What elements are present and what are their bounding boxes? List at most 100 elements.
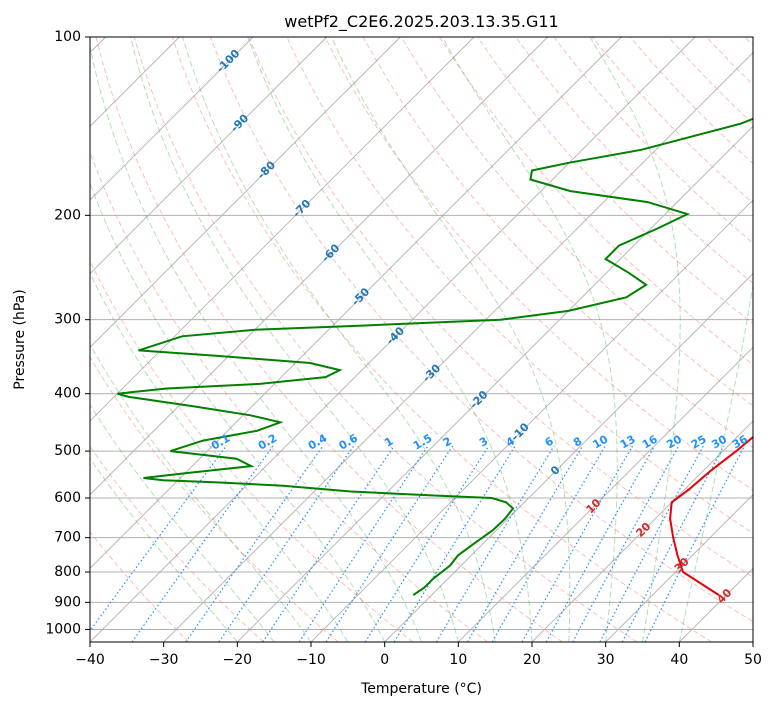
mixing-ratio-line — [621, 445, 725, 642]
mixing-ratio-line — [325, 445, 454, 642]
mixing-ratio-label: 25 — [689, 433, 709, 452]
y-tick-label: 400 — [54, 386, 81, 402]
mixing-ratio-line — [435, 445, 555, 642]
y-axis: 100 200 300 400 500 600 700 800 900 1000 — [45, 29, 90, 637]
moist-adiabat-line — [90, 457, 238, 642]
y-tick-label: 200 — [54, 207, 81, 223]
mixing-ratio-line — [644, 445, 746, 642]
mixing-ratio-label: 8 — [571, 435, 584, 450]
isotherm-label: -50 — [349, 285, 372, 308]
moist-adiabat-line — [90, 181, 386, 642]
x-tick-label: −10 — [296, 652, 326, 668]
mixing-ratio-label: 16 — [640, 432, 660, 451]
moist-adiabat-line — [90, 44, 422, 642]
isotherm-label: -100 — [214, 47, 243, 76]
moist-adiabat-line — [182, 37, 496, 642]
y-tick-label: 800 — [54, 564, 81, 580]
isotherm-label: -80 — [255, 158, 278, 181]
moist-adiabat-line — [330, 37, 571, 642]
isotherm-line — [531, 420, 753, 642]
isotherm-line — [90, 37, 548, 496]
y-tick-label: 600 — [54, 490, 81, 506]
mixing-ratio-line — [466, 445, 584, 642]
mixing-ratio-line — [364, 445, 490, 642]
isotherm-line — [90, 37, 327, 275]
mixing-ratio-line — [393, 445, 516, 642]
isotherm-label: -20 — [467, 388, 490, 411]
isotherm-line — [90, 37, 696, 642]
moist-adiabat-line — [441, 37, 618, 642]
y-tick-label: 1000 — [45, 621, 81, 637]
profile-lines — [117, 117, 753, 596]
isotherm-line — [458, 346, 753, 642]
mixing-ratio-line — [262, 445, 395, 642]
x-tick-label: −30 — [149, 652, 179, 668]
dry-adiabat-line — [90, 356, 339, 642]
plot-frame — [89, 36, 754, 643]
mixing-ratio-line — [599, 445, 704, 642]
mixing-ratio-line — [545, 445, 656, 642]
x-tick-label: 50 — [744, 652, 762, 668]
dry-adiabat-line — [90, 259, 414, 642]
dry-adiabat-line — [133, 37, 638, 642]
dry-adiabat-label: 20 — [633, 520, 653, 540]
dry-adiabat-line — [95, 37, 563, 642]
y-tick-label: 300 — [54, 312, 81, 328]
x-tick-label: −40 — [75, 652, 105, 668]
x-tick-label: 10 — [449, 652, 467, 668]
mixing-ratio-label: 6 — [543, 434, 556, 449]
mixing-ratio-label: 13 — [618, 433, 638, 452]
mixing-ratio-line — [131, 445, 274, 642]
mixing-ratio-label: 1.5 — [411, 432, 434, 453]
dry-adiabat-line — [324, 37, 753, 491]
dry-adiabat-label: 10 — [584, 496, 604, 516]
y-axis-title: Pressure (hPa) — [12, 289, 28, 389]
mixing-ratio-label: 10 — [591, 432, 611, 451]
mixing-ratio-line — [90, 445, 227, 632]
dry-adiabat-line — [438, 37, 753, 366]
moist-adiabat-line — [678, 281, 753, 642]
y-tick-label: 500 — [54, 443, 81, 459]
isotherm-label: -40 — [384, 324, 407, 347]
dry-adiabat-line — [90, 445, 264, 642]
mixing-ratio-line — [298, 445, 429, 642]
isotherm-line — [237, 125, 753, 642]
background-lines — [90, 37, 753, 642]
moist-adiabat-line — [247, 37, 533, 642]
isotherm-line — [310, 199, 753, 642]
mixing-ratio-line — [572, 445, 680, 642]
moist-adiabat-line — [130, 37, 459, 642]
x-tick-label: −20 — [223, 652, 253, 668]
isotherm-line — [90, 37, 401, 348]
x-tick-label: 0 — [380, 652, 389, 668]
mixing-ratio-label: 3 — [477, 435, 490, 450]
temperature-profile — [669, 435, 753, 596]
isotherm-line — [384, 273, 753, 642]
isotherm-line — [90, 37, 622, 569]
isotherm-line — [752, 641, 753, 642]
dewpoint-profile — [117, 117, 753, 596]
x-axis: −40 −30 −20 −10 0 10 20 30 40 50 — [75, 642, 762, 668]
dry-adiabat-line — [553, 37, 753, 244]
y-tick-label: 100 — [54, 29, 81, 45]
mixing-ratio-label: 36 — [730, 432, 750, 451]
isotherm-label: -90 — [228, 111, 251, 134]
dry-adiabat-line — [171, 37, 712, 642]
mixing-ratio-line — [521, 445, 634, 642]
mixing-ratio-label: 0.1 — [209, 432, 232, 453]
mixing-ratio-line — [185, 445, 324, 642]
mixing-ratio-label: 20 — [664, 432, 684, 451]
moist-adiabat-line — [589, 37, 681, 642]
isotherm-line — [90, 37, 254, 201]
dry-adiabat-label: 40 — [714, 586, 734, 606]
mixing-ratio-label: 0.4 — [306, 431, 330, 452]
dry-adiabat-line — [210, 37, 753, 623]
isotherm-line — [163, 52, 753, 642]
x-tick-label: 20 — [523, 652, 541, 668]
moist-adiabat-line — [90, 403, 275, 642]
isotherm-label: -60 — [319, 241, 342, 264]
dry-adiabat-line — [744, 37, 753, 47]
dry-adiabat-line — [515, 37, 753, 284]
isotherm-line — [605, 494, 753, 642]
